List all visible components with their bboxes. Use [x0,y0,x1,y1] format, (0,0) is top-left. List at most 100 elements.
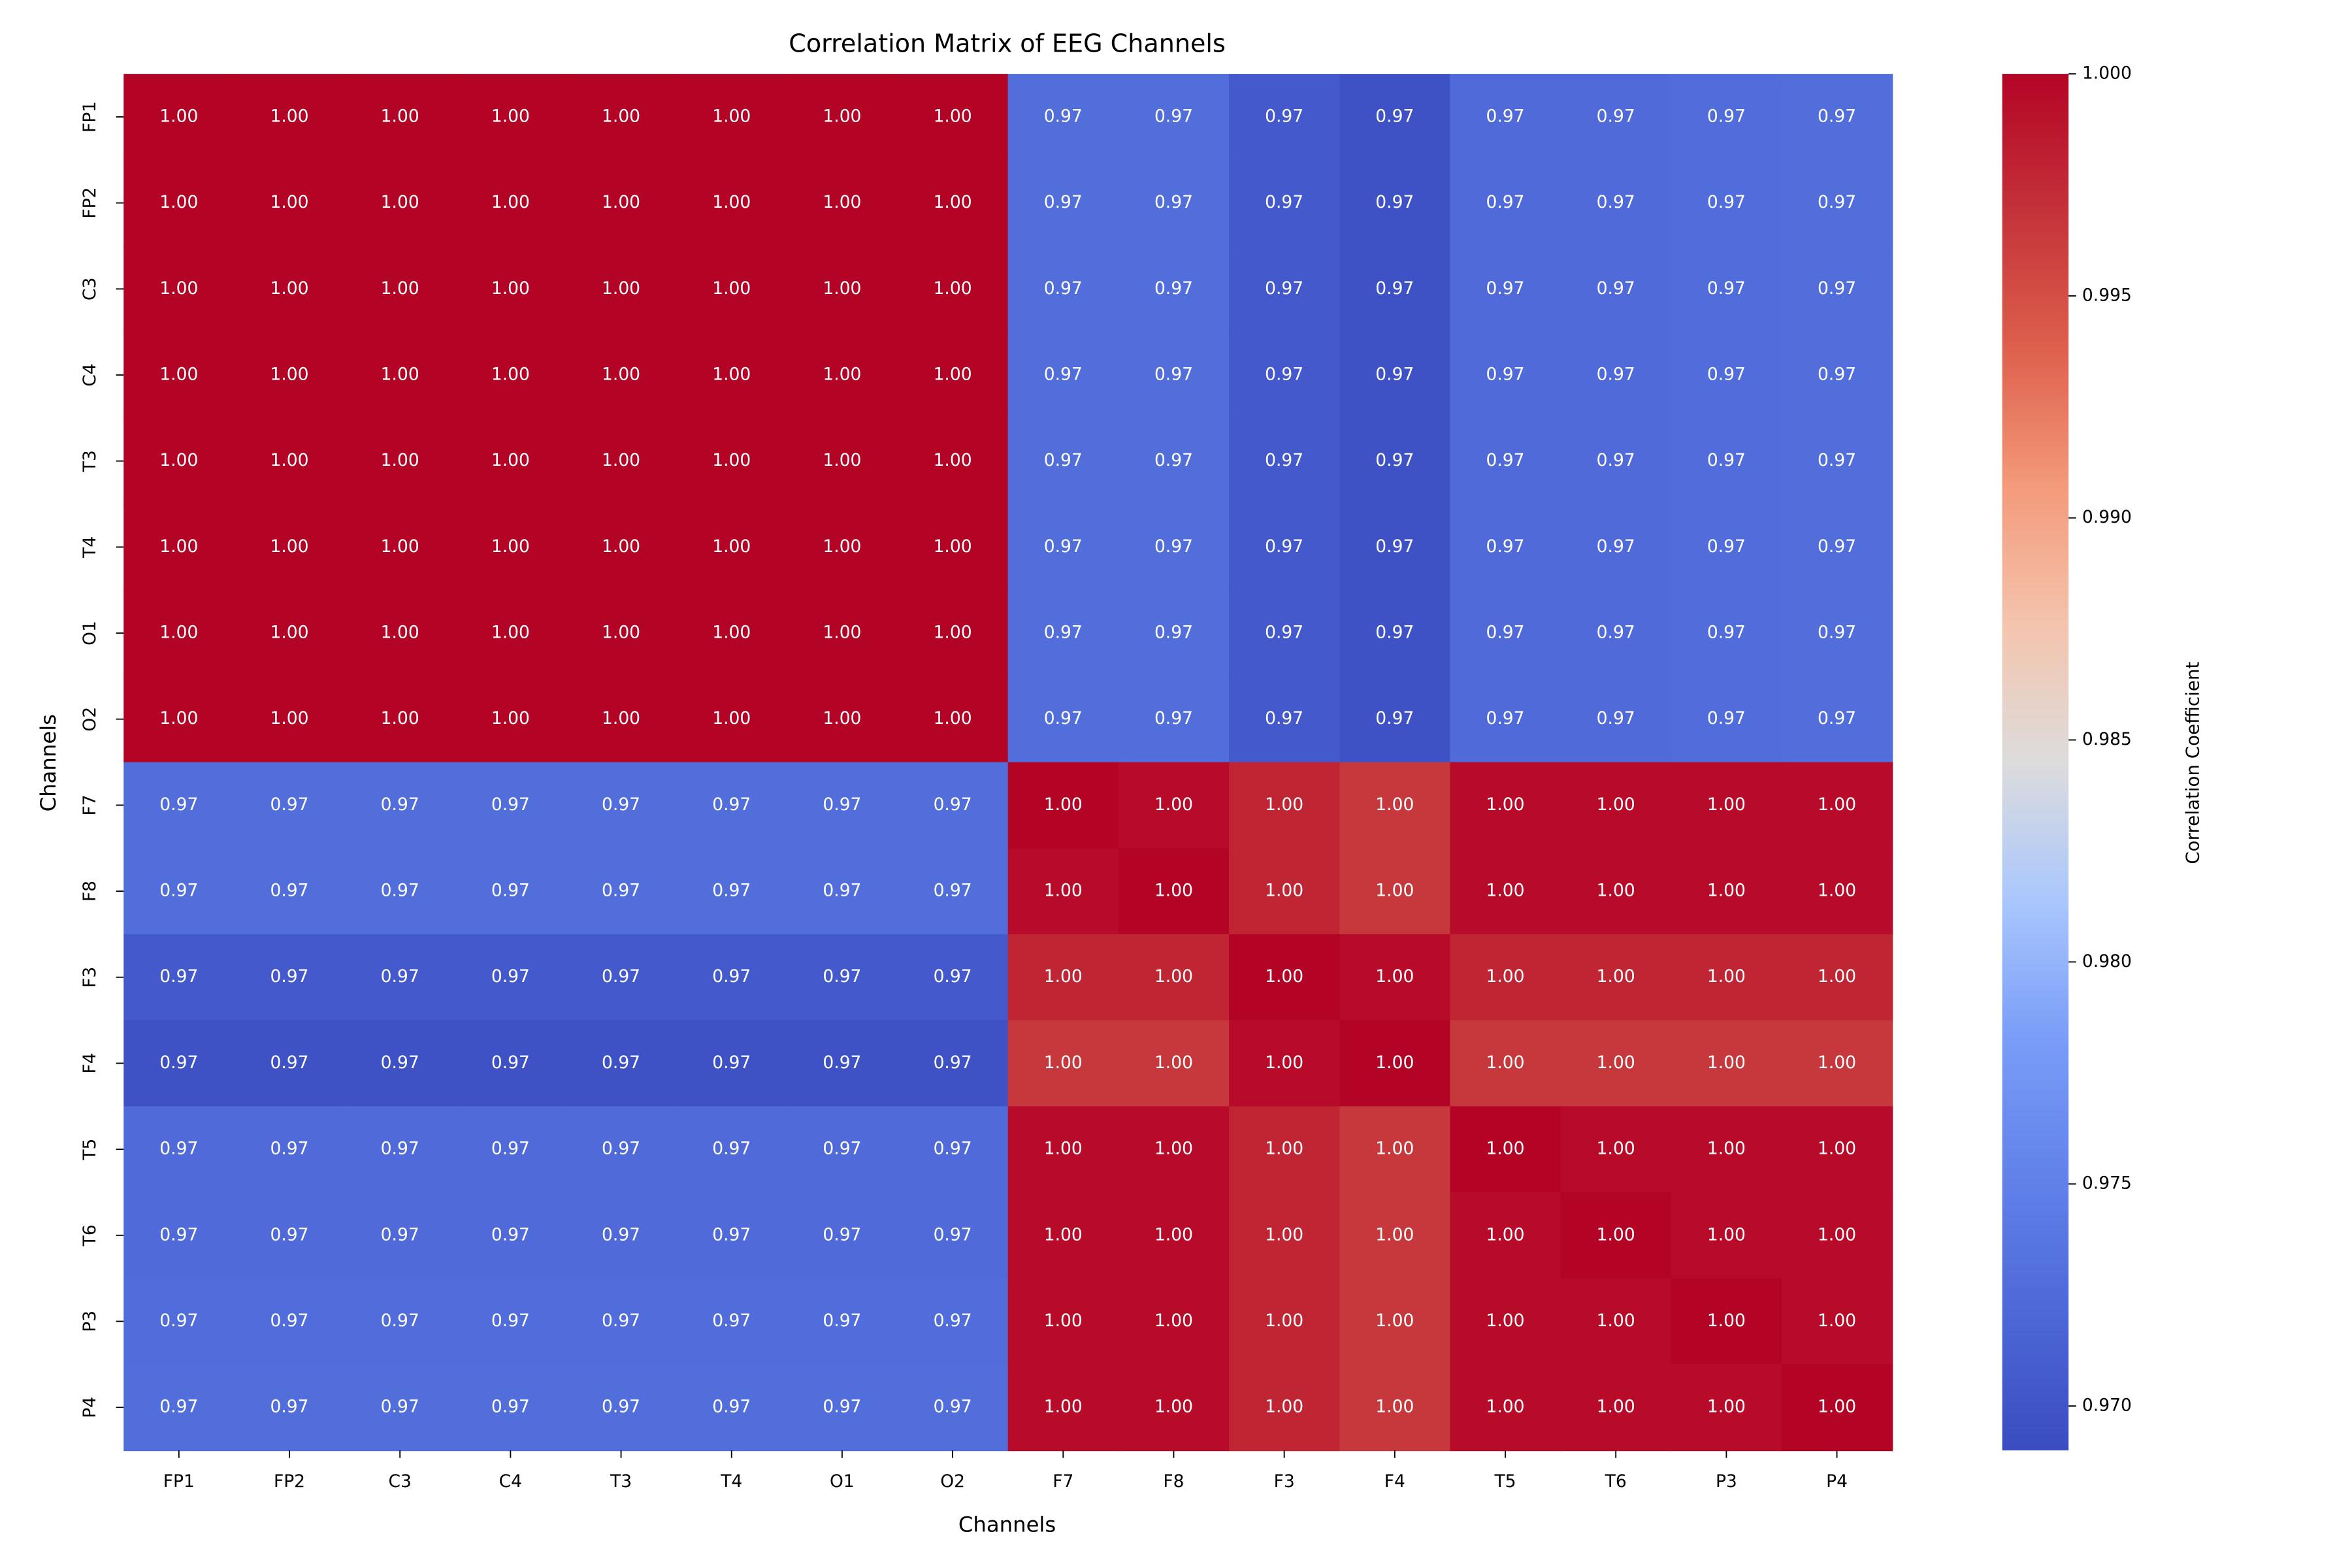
heatmap-cell [1229,1020,1341,1107]
heatmap-cell [1118,590,1230,678]
cell-label: 1.00 [1818,1224,1856,1245]
heatmap-cell [455,1106,567,1194]
cell-label: 1.00 [270,708,308,728]
heatmap-cell [1450,504,1561,591]
heatmap-cell [234,159,346,247]
cell-label: 0.97 [159,1311,198,1331]
cell-label: 1.00 [381,450,419,470]
cell-label: 0.97 [1265,364,1303,384]
heatmap-cell [1339,159,1451,247]
heatmap-cell [344,504,456,591]
heatmap-cell [1229,676,1341,763]
colorbar-tick-label: 0.980 [2082,951,2132,972]
cell-label: 1.00 [1486,1397,1524,1417]
cell-label: 1.00 [1375,1311,1414,1331]
cell-label: 1.00 [270,278,308,299]
cell-label: 1.00 [159,364,198,384]
heatmap-cell [676,1278,788,1365]
cell-label: 1.00 [602,106,640,126]
heatmap-cell [1118,848,1230,936]
cell-label: 1.00 [491,278,530,299]
heatmap-cell [1560,417,1672,505]
heatmap-cell [565,504,678,591]
cell-label: 0.97 [934,1053,972,1073]
cell-label: 1.00 [491,536,530,557]
cell-label: 0.97 [381,794,419,815]
heatmap-cell [1781,762,1893,849]
heatmap-cell [1450,159,1561,247]
cell-label: 1.00 [1044,881,1083,901]
cell-label: 0.97 [1265,278,1303,299]
heatmap-cell [344,74,456,161]
cell-label: 0.97 [1044,106,1083,126]
heatmap-cell [1671,1192,1783,1279]
heatmap-cell [1007,1020,1120,1107]
cell-label: 1.00 [1818,1139,1856,1159]
heatmap-cell [676,1364,788,1452]
cell-label: 0.97 [602,1311,640,1331]
heatmap-cell [1671,590,1783,678]
cell-label: 0.97 [1265,192,1303,212]
heatmap-cell [1450,590,1561,678]
cell-label: 0.97 [1375,278,1414,299]
cell-label: 1.00 [712,364,751,384]
x-tick-label: F7 [1053,1471,1073,1492]
heatmap-cell [123,1278,235,1365]
chart-title: Correlation Matrix of EEG Channels [789,29,1226,58]
y-tick-label: F7 [80,794,100,815]
cell-label: 1.00 [1154,1139,1193,1159]
cell-label: 1.00 [381,708,419,728]
cell-label: 1.00 [1265,1139,1303,1159]
heatmap-cell [344,1106,456,1194]
heatmap-cell [234,1278,346,1365]
x-tick-label: FP1 [163,1471,195,1492]
y-tick-label: O2 [80,707,100,732]
heatmap-cell [676,332,788,419]
heatmap-cell [787,1192,898,1279]
cell-label: 1.00 [1044,1397,1083,1417]
y-tick-label: P4 [80,1397,100,1418]
cell-label: 1.00 [823,623,861,643]
cell-label: 1.00 [712,450,751,470]
heatmap-cell [1671,417,1783,505]
heatmap-cell [234,504,346,591]
cell-label: 1.00 [1597,1224,1635,1245]
heatmap-cell [1560,676,1672,763]
heatmap-cell [787,417,898,505]
cell-label: 1.00 [1597,1311,1635,1331]
heatmap-cell [1781,848,1893,936]
heatmap-cell [1781,1106,1893,1194]
heatmap-cell [1007,676,1120,763]
heatmap-cell [787,74,898,161]
cell-label: 1.00 [602,450,640,470]
heatmap-cell [1450,848,1561,936]
heatmap-cell [123,74,235,161]
cell-label: 1.00 [1265,881,1303,901]
cell-label: 1.00 [934,364,972,384]
y-tick-label: T3 [80,450,100,472]
heatmap-cell [123,1192,235,1279]
cell-label: 0.97 [712,1224,751,1245]
cell-label: 0.97 [159,1139,198,1159]
heatmap-cell [787,504,898,591]
cell-label: 1.00 [1707,966,1746,987]
heatmap-cell [1450,1106,1561,1194]
heatmap-cell [1007,1192,1120,1279]
heatmap-cell [344,417,456,505]
cell-label: 1.00 [159,450,198,470]
cell-label: 1.00 [1486,1053,1524,1073]
cell-label: 1.00 [1707,794,1746,815]
heatmap-cell [123,417,235,505]
heatmap-cell [234,762,346,849]
heatmap-cell [1560,1106,1672,1194]
cell-label: 1.00 [823,278,861,299]
cell-label: 0.97 [602,1224,640,1245]
heatmap-cell [1118,246,1230,333]
cell-label: 0.97 [1707,364,1746,384]
heatmap-cell [1339,1192,1451,1279]
heatmap-cell [123,762,235,849]
heatmap-cell [1007,159,1120,247]
cell-label: 0.97 [1597,364,1635,384]
cell-label: 1.00 [1154,1053,1193,1073]
